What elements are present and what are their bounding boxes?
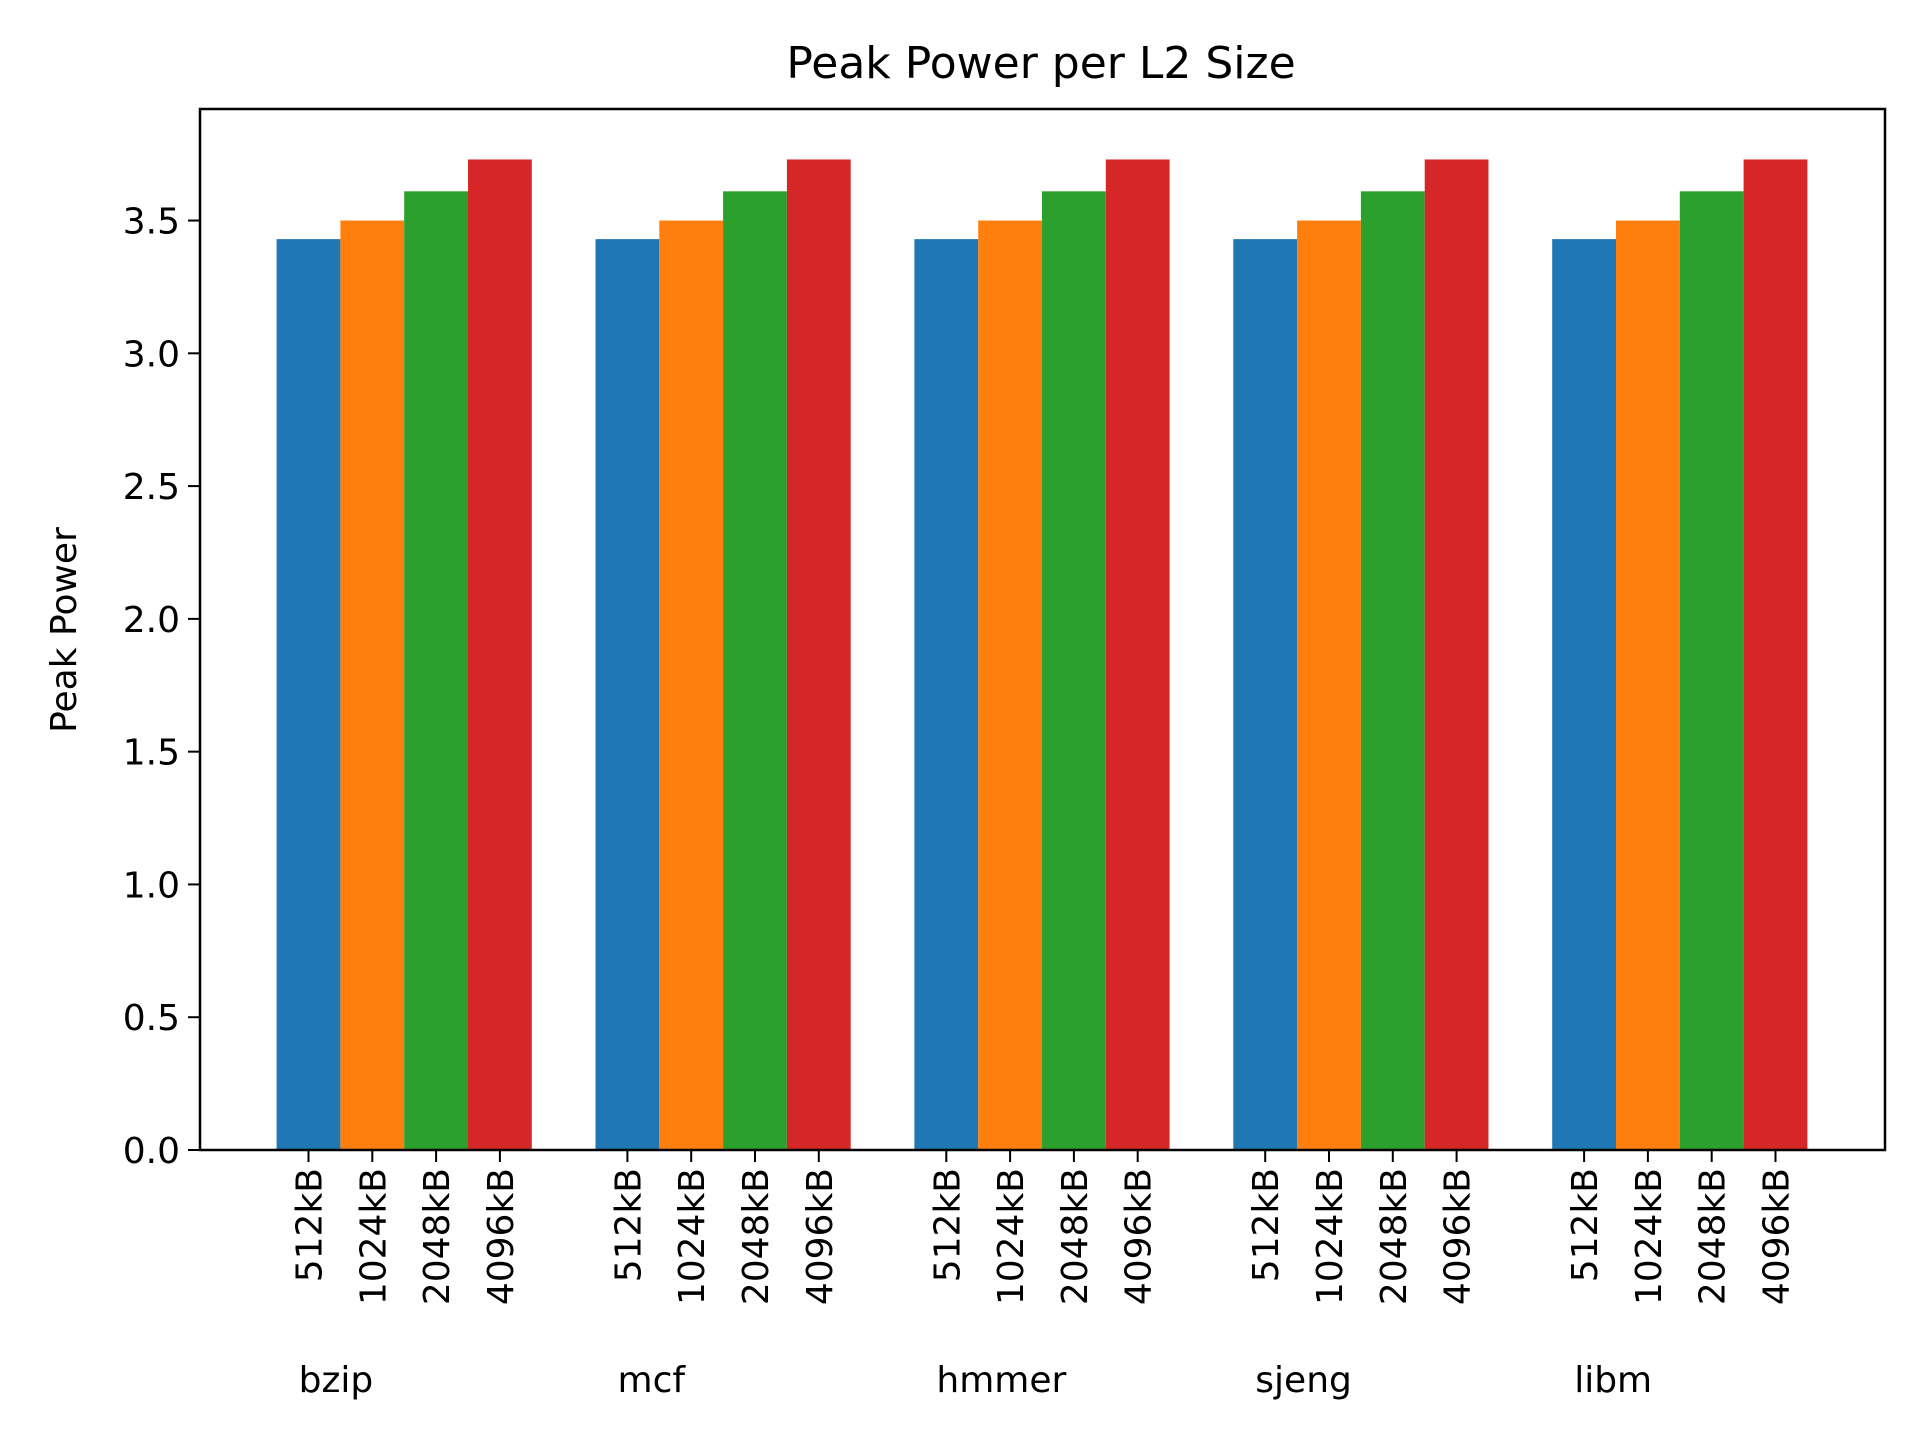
x-tick-label: 4096kB — [1757, 1168, 1798, 1305]
bar-libm-512kB — [1552, 239, 1616, 1150]
y-tick-label: 1.0 — [123, 865, 180, 906]
bar-bzip-2048kB — [404, 191, 468, 1150]
bar-hmmer-1024kB — [978, 220, 1042, 1151]
bar-mcf-1024kB — [659, 220, 724, 1151]
bar-hmmer-2048kB — [1042, 191, 1106, 1150]
bar-libm-2048kB — [1679, 191, 1744, 1150]
bar-bzip-4096kB — [468, 159, 532, 1150]
category-labels: bzip mcf hmmer sjeng libm — [299, 1360, 1653, 1401]
category-label-libm: libm — [1574, 1360, 1652, 1401]
category-label-sjeng: sjeng — [1255, 1360, 1352, 1401]
bar-bzip-1024kB — [340, 220, 405, 1151]
y-axis-label: Peak Power — [44, 527, 85, 733]
x-tick-label: 512kB — [1246, 1168, 1287, 1282]
category-label-bzip: bzip — [299, 1360, 374, 1401]
y-tick-label: 0.5 — [123, 998, 180, 1039]
chart-title: Peak Power per L2 Size — [786, 38, 1295, 89]
y-tick-label: 3.0 — [123, 334, 180, 375]
x-tick-label: 4096kB — [800, 1168, 841, 1305]
bar-hmmer-4096kB — [1105, 159, 1170, 1150]
bar-mcf-4096kB — [786, 159, 851, 1150]
x-tick-label: 2048kB — [1055, 1168, 1096, 1305]
x-tick-label: 1024kB — [991, 1168, 1032, 1305]
x-tick-label: 1024kB — [1310, 1168, 1351, 1305]
x-tick-label: 2048kB — [417, 1168, 458, 1305]
x-tick-label: 512kB — [927, 1168, 968, 1282]
category-label-hmmer: hmmer — [936, 1360, 1066, 1401]
y-tick-label: 1.5 — [123, 733, 180, 774]
bar-sjeng-512kB — [1233, 239, 1298, 1150]
bar-sjeng-4096kB — [1424, 159, 1489, 1150]
x-tick-label: 2048kB — [1693, 1168, 1734, 1305]
x-tick-label: 1024kB — [672, 1168, 713, 1305]
x-tick-label: 4096kB — [1438, 1168, 1479, 1305]
y-axis-ticks: 0.0 0.5 1.0 1.5 2.0 2.5 3.0 3.5 — [123, 202, 200, 1172]
x-tick-label: 2048kB — [1374, 1168, 1415, 1305]
x-axis-ticks: 512kB 1024kB 2048kB 4096kB 512kB 1024kB 2048kB… — [290, 1150, 1798, 1305]
bar-libm-1024kB — [1616, 220, 1680, 1151]
bar-sjeng-2048kB — [1360, 191, 1425, 1150]
category-label-mcf: mcf — [618, 1360, 687, 1401]
bars — [276, 159, 1808, 1151]
bar-libm-4096kB — [1743, 159, 1808, 1150]
bar-bzip-512kB — [276, 239, 341, 1150]
y-tick-label: 2.5 — [123, 467, 180, 508]
bar-mcf-2048kB — [723, 191, 787, 1150]
y-tick-label: 0.0 — [123, 1131, 180, 1172]
x-tick-label: 512kB — [290, 1168, 331, 1282]
x-tick-label: 4096kB — [481, 1168, 522, 1305]
bar-hmmer-512kB — [914, 239, 979, 1150]
y-tick-label: 2.0 — [123, 600, 180, 641]
plot-area-frame — [198, 107, 1887, 1152]
x-tick-label: 2048kB — [736, 1168, 777, 1305]
y-tick-label: 3.5 — [123, 202, 180, 243]
bar-mcf-512kB — [595, 239, 660, 1150]
bar-sjeng-1024kB — [1297, 220, 1361, 1151]
x-tick-label: 1024kB — [353, 1168, 394, 1305]
x-tick-label: 4096kB — [1119, 1168, 1160, 1305]
x-tick-label: 512kB — [608, 1168, 649, 1282]
x-tick-label: 1024kB — [1629, 1168, 1670, 1305]
x-tick-label: 512kB — [1565, 1168, 1606, 1282]
